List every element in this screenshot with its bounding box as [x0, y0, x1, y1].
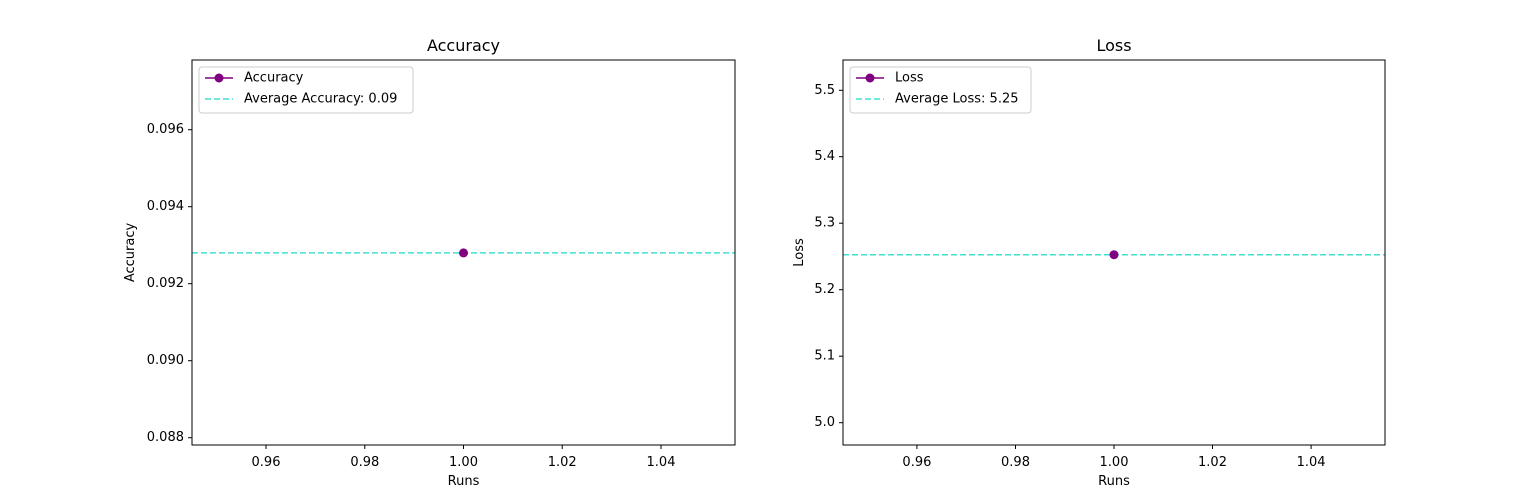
- loss-x-tick-3: 1.02: [1198, 445, 1227, 470]
- accuracy-x-tick-1: 0.98: [350, 445, 379, 470]
- loss-x-axis-label: Runs: [1098, 474, 1130, 489]
- loss-x-tick-1: 0.98: [1001, 445, 1030, 470]
- accuracy-x-tick-4: 1.04: [647, 445, 676, 470]
- accuracy-y-tick-label-3: 0.094: [147, 199, 184, 214]
- loss-x-axis: 0.96 0.98 1.00 1.02 1.04 Runs: [902, 445, 1326, 489]
- accuracy-y-tick-4: 0.096: [147, 122, 192, 137]
- loss-y-tick-label-2: 5.2: [814, 282, 835, 297]
- loss-x-tick-label-3: 1.02: [1198, 455, 1227, 470]
- loss-y-tick-1: 5.1: [814, 349, 843, 364]
- loss-y-tick-4: 5.4: [814, 149, 843, 164]
- loss-y-tick-label-0: 5.0: [814, 415, 835, 430]
- loss-y-tick-label-3: 5.3: [814, 216, 835, 231]
- accuracy-y-tick-3: 0.094: [147, 199, 192, 214]
- accuracy-y-axis-label: Accuracy: [123, 223, 138, 283]
- accuracy-x-tick-label-3: 1.02: [548, 455, 577, 470]
- accuracy-chart-title: Accuracy: [427, 36, 500, 55]
- loss-y-tick-0: 5.0: [814, 415, 843, 430]
- loss-plot-area: [842, 59, 1386, 446]
- loss-legend-series-label: Loss: [895, 71, 924, 86]
- loss-y-tick-label-5: 5.5: [814, 83, 835, 98]
- accuracy-legend: Accuracy Average Accuracy: 0.09: [198, 66, 414, 114]
- accuracy-y-axis: 0.088 0.090 0.092 0.094 0.096 Accuracy: [123, 122, 192, 445]
- accuracy-x-axis: 0.96 0.98 1.00 1.02 1.04 Runs: [252, 445, 676, 489]
- accuracy-x-tick-label-2: 1.00: [449, 455, 478, 470]
- accuracy-legend-average-label: Average Accuracy: 0.09: [244, 92, 397, 107]
- loss-x-tick-label-1: 0.98: [1001, 455, 1030, 470]
- loss-x-tick-label-4: 1.04: [1297, 455, 1326, 470]
- accuracy-x-tick-0: 0.96: [252, 445, 281, 470]
- loss-x-tick-label-0: 0.96: [902, 455, 931, 470]
- accuracy-plot-area: [191, 59, 736, 446]
- accuracy-y-tick-label-2: 0.092: [147, 276, 184, 291]
- accuracy-y-tick-1: 0.090: [147, 353, 192, 368]
- loss-y-tick-3: 5.3: [814, 216, 843, 231]
- accuracy-y-tick-0: 0.088: [147, 430, 192, 445]
- accuracy-legend-series-entry: Accuracy: [205, 71, 304, 86]
- accuracy-y-tick-label-0: 0.088: [147, 430, 184, 445]
- accuracy-legend-box: [198, 66, 414, 114]
- accuracy-x-tick-3: 1.02: [548, 445, 577, 470]
- loss-x-tick-4: 1.04: [1297, 445, 1326, 470]
- accuracy-legend-average-entry: Average Accuracy: 0.09: [205, 92, 397, 107]
- accuracy-y-tick-label-1: 0.090: [147, 353, 184, 368]
- loss-legend-box: [849, 66, 1032, 114]
- loss-y-tick-label-4: 5.4: [814, 149, 835, 164]
- loss-y-axis-label: Loss: [792, 238, 807, 267]
- loss-legend-series-marker: [865, 73, 875, 83]
- loss-chart-title: Loss: [1096, 36, 1131, 55]
- loss-chart: Loss 0.96 0.98 1.00 1.02: [792, 36, 1386, 489]
- loss-legend-average-entry: Average Loss: 5.25: [856, 92, 1019, 107]
- loss-legend: Loss Average Loss: 5.25: [849, 66, 1032, 114]
- accuracy-legend-series-marker: [214, 73, 224, 83]
- accuracy-x-tick-2: 1.00: [449, 445, 478, 470]
- accuracy-x-tick-label-1: 0.98: [350, 455, 379, 470]
- loss-y-tick-label-1: 5.1: [814, 349, 835, 364]
- accuracy-x-tick-label-0: 0.96: [252, 455, 281, 470]
- loss-data-point: [1109, 250, 1119, 260]
- loss-y-tick-5: 5.5: [814, 83, 843, 98]
- loss-y-tick-2: 5.2: [814, 282, 843, 297]
- accuracy-legend-series-label: Accuracy: [244, 71, 304, 86]
- loss-legend-average-label: Average Loss: 5.25: [895, 92, 1019, 107]
- accuracy-x-axis-label: Runs: [448, 474, 480, 489]
- loss-x-tick-label-2: 1.00: [1100, 455, 1129, 470]
- accuracy-x-tick-label-4: 1.04: [647, 455, 676, 470]
- accuracy-chart: Accuracy 0.96 0.98 1.00 1.02: [123, 36, 736, 489]
- loss-x-tick-2: 1.00: [1100, 445, 1129, 470]
- accuracy-y-tick-label-4: 0.096: [147, 122, 184, 137]
- loss-legend-series-entry: Loss: [856, 71, 924, 86]
- loss-x-tick-0: 0.96: [902, 445, 931, 470]
- accuracy-data-point: [459, 248, 468, 258]
- accuracy-y-tick-2: 0.092: [147, 276, 192, 291]
- loss-y-axis: 5.0 5.1 5.2 5.3 5.4 5.5 Loss: [792, 83, 843, 430]
